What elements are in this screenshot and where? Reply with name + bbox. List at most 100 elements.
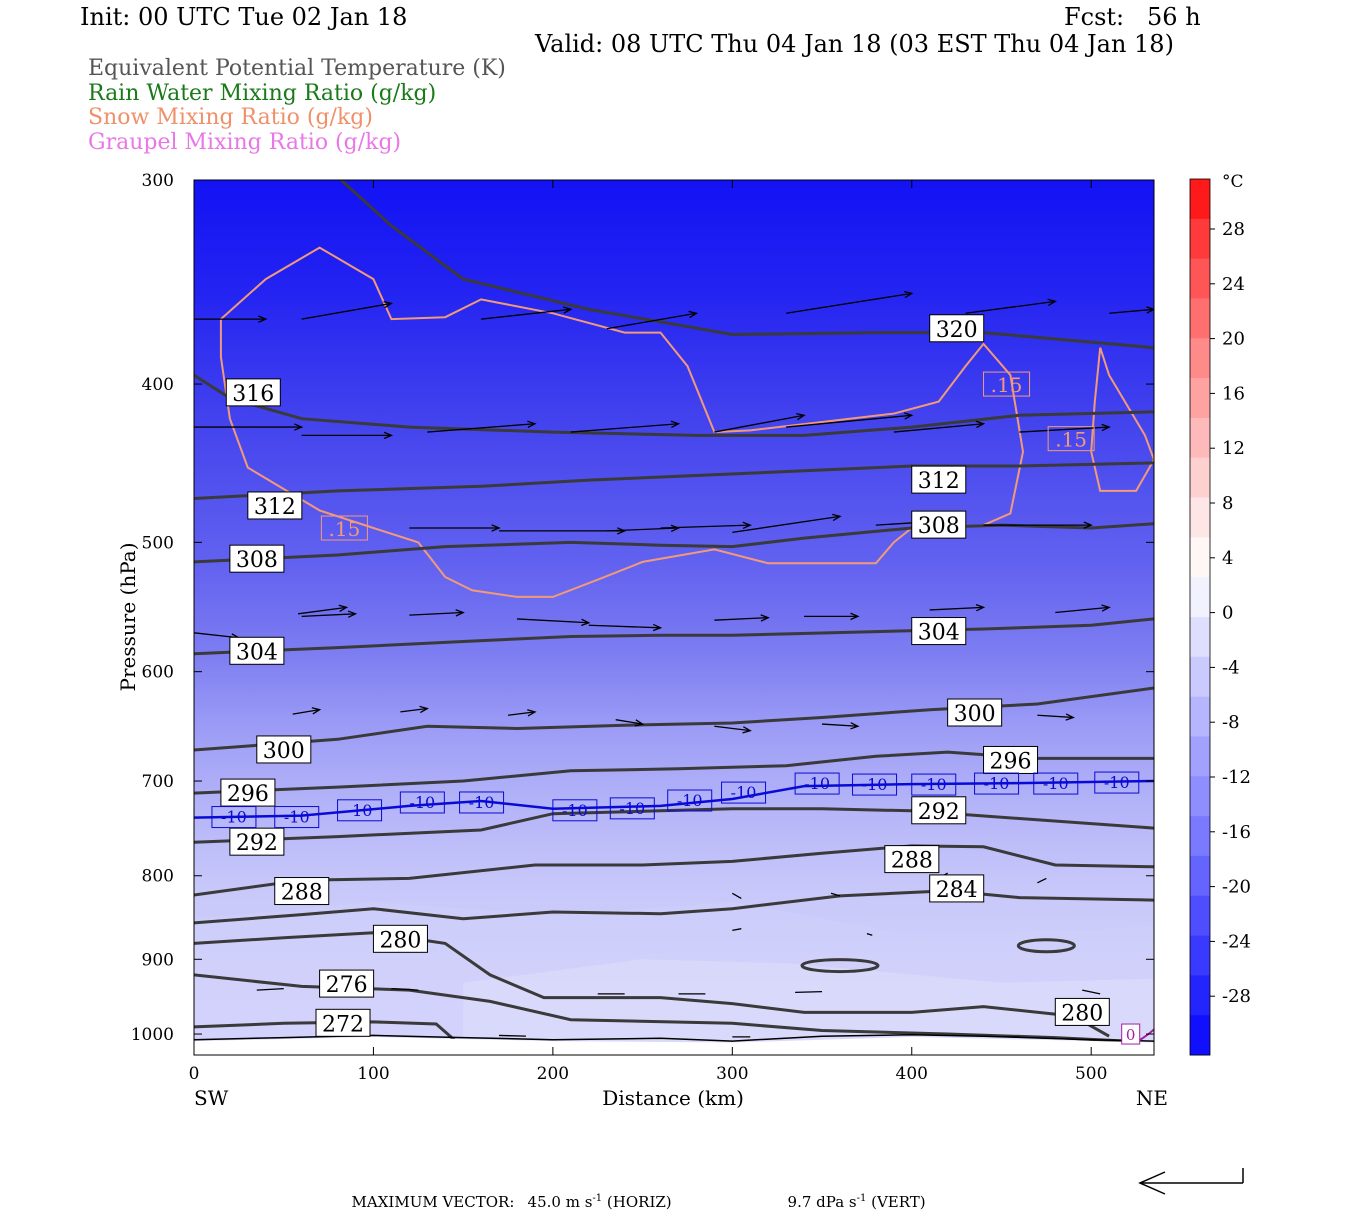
isotherm-label-minus10: -10 bbox=[731, 783, 757, 802]
wind-vector-small-4 bbox=[795, 990, 823, 994]
wind-vector-head-21 bbox=[1083, 521, 1093, 529]
plot-content: 3163203123123083083043043003002962962922… bbox=[194, 180, 1154, 1055]
y-tick-label-900: 900 bbox=[142, 950, 174, 970]
wind-vector-head-22 bbox=[347, 610, 358, 618]
wind-vector-head-13 bbox=[975, 420, 986, 429]
graupel-label: 0 bbox=[1126, 1026, 1136, 1044]
wind-vector-4 bbox=[786, 292, 912, 314]
variable-legend: Equivalent Potential Temperature (K) Rai… bbox=[88, 56, 506, 155]
theta-e-label-312: 312 bbox=[918, 469, 960, 494]
x-axis-label: Distance (km) bbox=[602, 1086, 744, 1110]
isotherm-label-box-0 bbox=[211, 806, 257, 829]
wind-vector-head-32 bbox=[311, 707, 322, 715]
theta-e-contour-272 bbox=[194, 1020, 456, 1041]
isotherm-label-minus10: -10 bbox=[469, 793, 495, 812]
theta-e-label-box-9 bbox=[947, 698, 1003, 727]
isotherm-label-minus10: -10 bbox=[284, 808, 310, 827]
wind-vector-18 bbox=[660, 524, 751, 529]
y-tick-label-700: 700 bbox=[142, 772, 174, 792]
colorbar-segment-0 bbox=[1190, 179, 1210, 220]
colorbar-segment-17 bbox=[1190, 855, 1210, 897]
wind-vector-head-9 bbox=[527, 420, 537, 428]
init-time: Init: 00 UTC Tue 02 Jan 18 bbox=[80, 3, 408, 31]
horiz-vector-value: 45.0 m s bbox=[527, 1193, 593, 1211]
x-end-label-left: SW bbox=[194, 1086, 229, 1110]
plot-frame bbox=[193, 179, 1155, 1056]
x-tick-label-500: 500 bbox=[1075, 1064, 1107, 1084]
shading-band-near-surface bbox=[463, 959, 1154, 1055]
colorbar-label--24: -24 bbox=[1222, 931, 1251, 952]
forecast-hour: Fcst: 56 h bbox=[1064, 3, 1201, 31]
y-tick-label-500: 500 bbox=[142, 533, 174, 553]
wind-vector-33 bbox=[400, 707, 428, 713]
theta-e-label-304: 304 bbox=[236, 640, 278, 665]
theta-e-contour-320 bbox=[340, 180, 1154, 350]
colorbar-frame bbox=[1189, 178, 1211, 1056]
wind-vector-head-38 bbox=[1065, 713, 1075, 721]
wind-vector-19 bbox=[732, 515, 841, 533]
colorbar-segment-21 bbox=[1190, 1015, 1210, 1056]
graupel-label-box bbox=[1121, 1023, 1141, 1045]
snow-label-box-2 bbox=[1047, 426, 1095, 452]
colorbar-segment-1 bbox=[1190, 218, 1210, 260]
colorbar-label-24: 24 bbox=[1222, 274, 1245, 295]
wind-vector-head-10 bbox=[670, 420, 681, 428]
theta-e-label-box-14 bbox=[274, 877, 330, 906]
wind-vector-head-1 bbox=[383, 300, 394, 309]
wind-vector-head-0 bbox=[258, 315, 268, 323]
horiz-sup: -1 bbox=[592, 1193, 603, 1204]
vert-unit: (VERT) bbox=[866, 1193, 926, 1211]
wind-vector-29 bbox=[1055, 606, 1110, 614]
theta-e-label-308: 308 bbox=[236, 548, 278, 573]
x-tick-label-0: 0 bbox=[189, 1064, 200, 1084]
colorbar-label-4: 4 bbox=[1222, 548, 1233, 569]
wind-vector-31 bbox=[297, 606, 347, 615]
wind-vector-head-14 bbox=[1101, 423, 1111, 432]
wind-vector-head-26 bbox=[760, 614, 770, 622]
isotherm-label-minus10: -10 bbox=[984, 774, 1010, 793]
colorbar-segment-12 bbox=[1190, 656, 1210, 698]
horiz-vector-note: 45.0 m s-1 (HORIZ) bbox=[518, 1175, 672, 1211]
colorbar-segment-15 bbox=[1190, 776, 1210, 817]
theta-e-contour-308 bbox=[194, 522, 1154, 564]
theta-e-label-box-16 bbox=[929, 874, 985, 903]
colorbar-segment-3 bbox=[1190, 298, 1210, 339]
wind-vector-36 bbox=[714, 725, 751, 732]
wind-vector-small-5 bbox=[499, 1034, 526, 1037]
theta-e-label-312: 312 bbox=[254, 495, 296, 520]
isotherm-label-box-1 bbox=[274, 806, 320, 829]
wind-vector-head-37 bbox=[850, 722, 860, 730]
colorbar-label-12: 12 bbox=[1222, 438, 1245, 459]
theta-e-contour-316 bbox=[194, 373, 1154, 437]
wind-vector-head-3 bbox=[688, 310, 699, 319]
wind-vector-small-11 bbox=[1037, 877, 1047, 884]
wind-vector-head-11 bbox=[796, 412, 806, 421]
colorbar-segment-14 bbox=[1190, 736, 1210, 777]
wind-vector-head-33 bbox=[419, 705, 429, 714]
theta-e-label-296: 296 bbox=[227, 782, 269, 807]
wind-vector-head-29 bbox=[1101, 604, 1111, 612]
isotherm-minus10 bbox=[194, 779, 1154, 819]
colorbar-label-8: 8 bbox=[1222, 493, 1233, 514]
wind-vector-head-6 bbox=[1146, 306, 1154, 314]
wind-vector-22 bbox=[301, 613, 356, 618]
wind-vector-32 bbox=[292, 709, 320, 715]
wind-vector-9 bbox=[427, 423, 535, 433]
isotherm-label-box-11 bbox=[911, 773, 957, 796]
colorbar-segment-5 bbox=[1190, 378, 1210, 419]
isotherm-label-minus10: -10 bbox=[409, 793, 435, 812]
snow-label: .15 bbox=[1055, 428, 1087, 452]
isotherm-label-box-12 bbox=[974, 772, 1020, 795]
wind-vector-17 bbox=[606, 527, 679, 532]
wind-vector-23 bbox=[409, 611, 464, 616]
wind-vector-head-12 bbox=[903, 412, 914, 420]
colorbar-segment-18 bbox=[1190, 895, 1210, 937]
colorbar-label--28: -28 bbox=[1222, 986, 1251, 1007]
wind-vector-small-12 bbox=[866, 932, 873, 936]
wind-vector-head-25 bbox=[652, 623, 663, 632]
wind-vector-5 bbox=[965, 300, 1056, 314]
wind-vector-small-9 bbox=[830, 892, 841, 897]
isotherm-label-box-7 bbox=[667, 789, 713, 812]
theta-e-label-292: 292 bbox=[236, 831, 278, 856]
wind-vector-head-34 bbox=[527, 709, 537, 717]
